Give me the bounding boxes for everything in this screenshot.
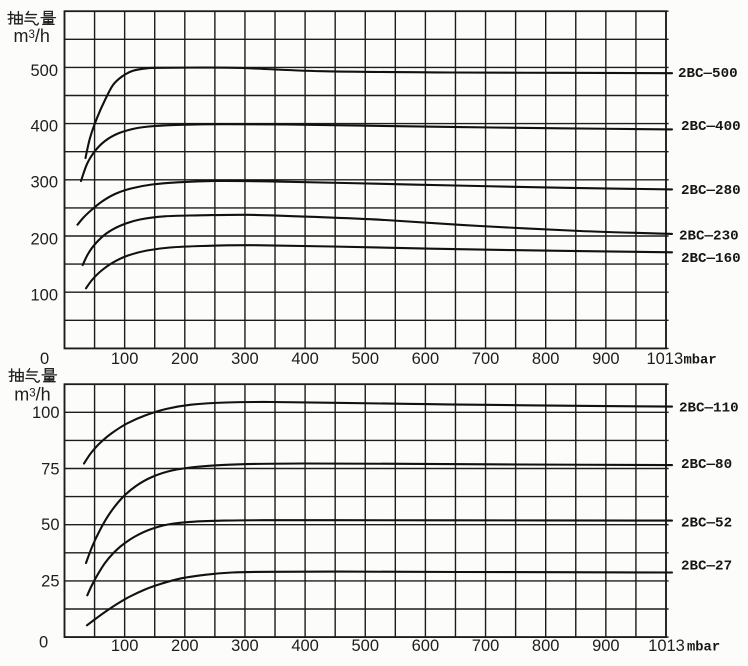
svg-text:800: 800 xyxy=(532,350,560,368)
svg-text:2BC—280: 2BC—280 xyxy=(681,183,741,199)
svg-text:600: 600 xyxy=(412,637,440,655)
svg-text:0: 0 xyxy=(39,633,48,651)
svg-text:25: 25 xyxy=(41,572,59,590)
svg-text:800: 800 xyxy=(532,637,560,655)
svg-text:m3/h: m3/h xyxy=(13,26,49,46)
svg-text:2BC—230: 2BC—230 xyxy=(679,228,739,244)
svg-text:100: 100 xyxy=(30,287,58,305)
svg-text:500: 500 xyxy=(351,637,379,655)
svg-text:m3/h: m3/h xyxy=(14,384,50,404)
svg-text:400: 400 xyxy=(30,118,58,136)
svg-text:500: 500 xyxy=(30,62,58,80)
svg-text:200: 200 xyxy=(171,350,199,368)
svg-text:1013: 1013 xyxy=(646,350,683,368)
svg-text:400: 400 xyxy=(291,637,319,655)
svg-text:300: 300 xyxy=(231,350,259,368)
svg-text:2BC—400: 2BC—400 xyxy=(681,119,741,135)
svg-text:300: 300 xyxy=(30,174,58,192)
svg-text:600: 600 xyxy=(412,350,440,368)
svg-text:2BC—110: 2BC—110 xyxy=(679,401,739,417)
svg-text:2BC—160: 2BC—160 xyxy=(681,251,741,267)
svg-text:mbar: mbar xyxy=(687,640,720,656)
svg-text:900: 900 xyxy=(592,350,620,368)
svg-text:100: 100 xyxy=(111,350,139,368)
svg-text:mbar: mbar xyxy=(684,353,717,369)
svg-text:2BC—80: 2BC—80 xyxy=(681,457,732,473)
svg-text:0: 0 xyxy=(40,350,49,368)
svg-text:2BC—27: 2BC—27 xyxy=(681,559,732,575)
svg-text:2BC—500: 2BC—500 xyxy=(678,66,738,82)
svg-text:2BC—52: 2BC—52 xyxy=(681,516,732,532)
svg-text:100: 100 xyxy=(32,404,60,422)
svg-text:300: 300 xyxy=(231,637,259,655)
svg-text:50: 50 xyxy=(41,516,59,534)
svg-text:1013: 1013 xyxy=(648,637,685,655)
svg-text:500: 500 xyxy=(351,350,379,368)
svg-text:400: 400 xyxy=(291,350,319,368)
svg-text:200: 200 xyxy=(171,637,199,655)
svg-text:100: 100 xyxy=(111,637,139,655)
svg-text:700: 700 xyxy=(472,350,500,368)
svg-text:700: 700 xyxy=(472,637,500,655)
svg-text:900: 900 xyxy=(592,637,620,655)
svg-text:200: 200 xyxy=(30,230,58,248)
svg-text:75: 75 xyxy=(41,460,59,478)
